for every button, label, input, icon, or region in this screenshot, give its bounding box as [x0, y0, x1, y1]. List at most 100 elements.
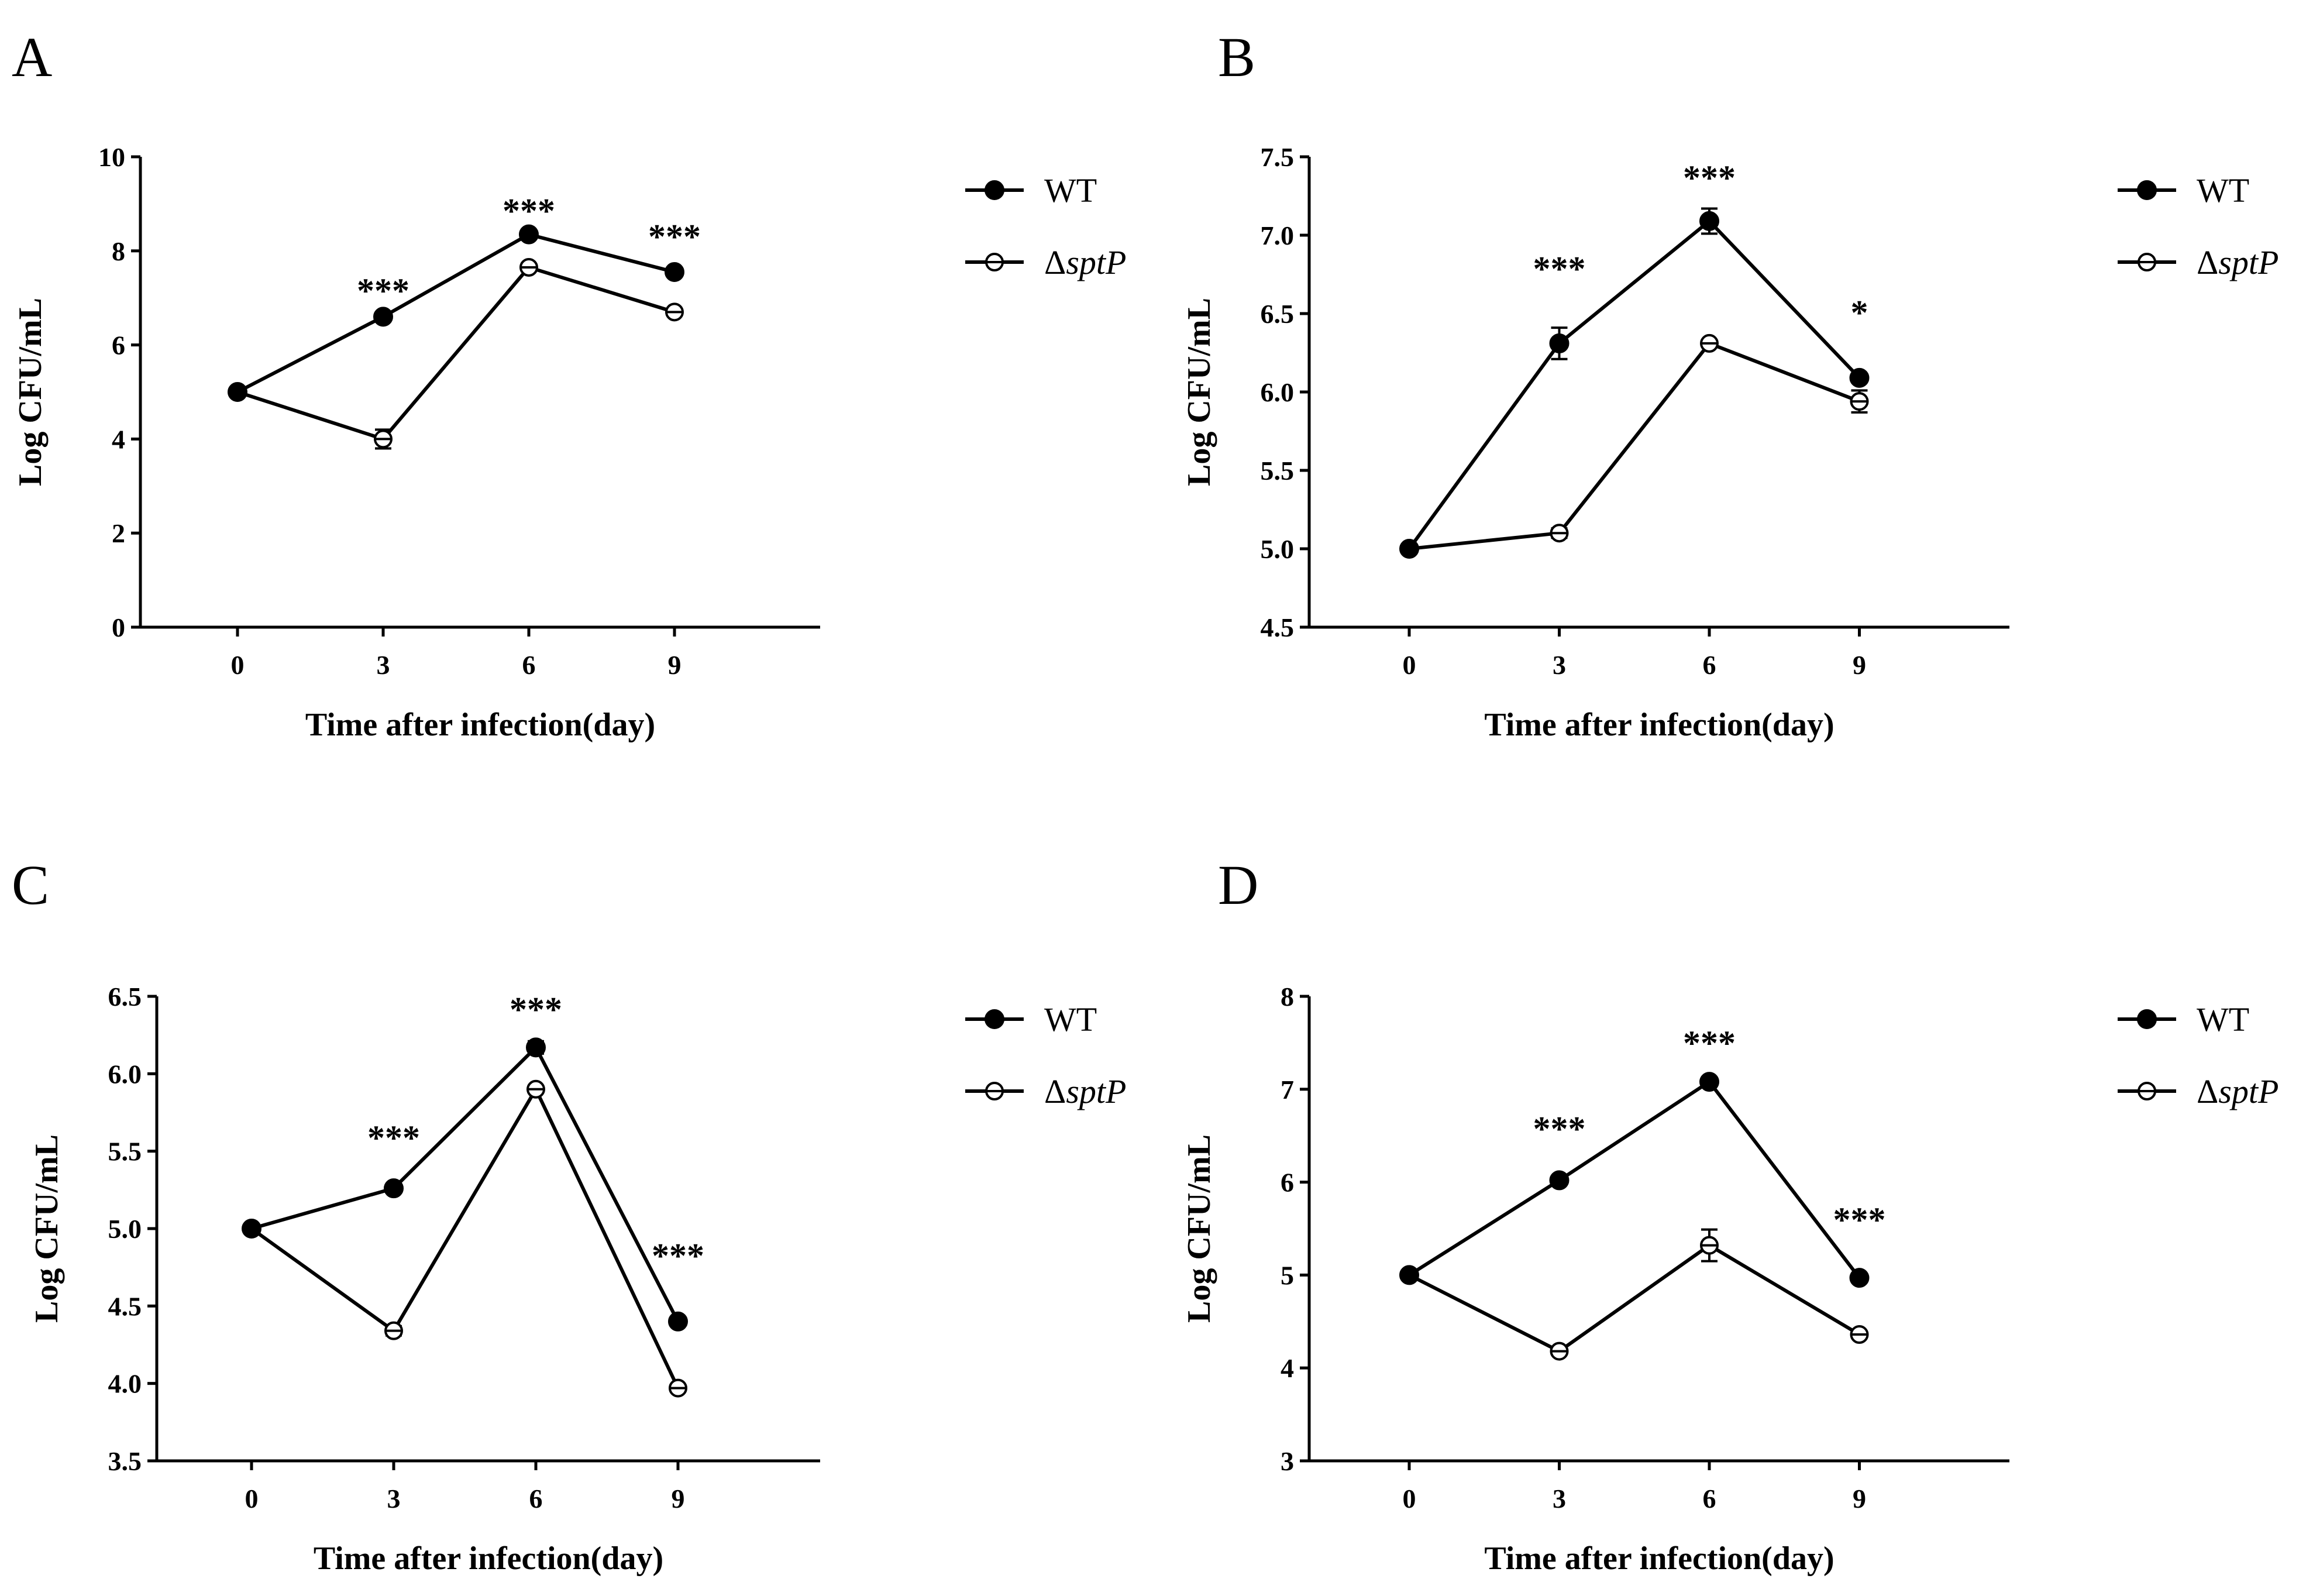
legend: WT ΔsptP — [965, 1000, 1126, 1110]
y-tick-label: 3.5 — [108, 1446, 142, 1476]
data-point — [526, 1037, 546, 1058]
legend-delta-symbol: Δ — [1044, 1072, 1066, 1110]
y-tick-label: 8 — [1281, 982, 1294, 1012]
y-tick-label: 6 — [1281, 1168, 1294, 1198]
legend: WT ΔsptP — [2118, 1000, 2279, 1110]
legend-label-wt: WT — [1044, 171, 1097, 209]
data-point — [373, 307, 393, 327]
data-point — [242, 1219, 261, 1239]
x-tick-label: 9 — [1853, 1484, 1866, 1514]
legend-label-wt: WT — [2197, 171, 2249, 209]
series-wt — [242, 1037, 688, 1332]
panel-letter: C — [12, 854, 49, 916]
y-tick-label: 5.0 — [108, 1214, 142, 1244]
x-tick-label: 6 — [529, 1484, 543, 1514]
y-tick-label: 4.0 — [108, 1369, 142, 1399]
data-point — [1549, 1170, 1570, 1191]
y-tick-label: 6.0 — [1261, 377, 1295, 407]
x-tick-label: 3 — [1553, 1484, 1566, 1514]
series-line-sptp — [250, 1085, 680, 1389]
data-point — [1399, 539, 1419, 559]
series-line-wt — [1408, 1079, 1861, 1279]
y-axis-title: Log CFU/mL — [29, 1134, 65, 1323]
y-tick-label: 7 — [1281, 1075, 1294, 1105]
y-tick-label: 6.5 — [1261, 299, 1295, 329]
y-tick-label: 4 — [112, 424, 125, 454]
legend-delta-symbol: Δ — [1044, 243, 1066, 281]
y-tick-label: 6 — [112, 331, 125, 360]
data-point — [1849, 367, 1870, 388]
y-tick-label: 0 — [112, 613, 125, 642]
series-line-sptp — [1408, 1243, 1861, 1354]
significance-label: *** — [1683, 159, 1736, 197]
y-tick-label: 4.5 — [1261, 613, 1295, 642]
series-wt — [1399, 207, 1870, 559]
series-sptp — [228, 257, 684, 450]
significance-label: *** — [1833, 1201, 1886, 1239]
series-line-sptp — [1409, 341, 1860, 551]
significance-label: *** — [502, 191, 555, 230]
panel-letter: A — [12, 26, 52, 88]
x-axis-title: Time after infection(day) — [314, 1540, 663, 1577]
y-tick-label: 4 — [1281, 1353, 1294, 1383]
significance-label: *** — [1683, 1024, 1736, 1062]
legend: WT ΔsptP — [965, 171, 1126, 281]
series-line-wt — [236, 232, 675, 394]
panel-a: A 0 2 4 6 8 10 0 3 6 9 Time after infection(day) Log… — [12, 26, 1126, 743]
y-tick-label: 5.5 — [1261, 456, 1295, 486]
data-point — [1399, 1265, 1419, 1285]
data-point — [1549, 333, 1570, 353]
data-point — [668, 1311, 688, 1332]
y-tick-label: 5.0 — [1261, 534, 1295, 564]
series-line-wt — [1407, 218, 1861, 550]
y-tick-label: 5.5 — [108, 1137, 142, 1167]
panel-b: B 4.5 5.0 5.5 6.0 6.5 7.0 7.5 0 3 6 9 Time after inf… — [1181, 26, 2279, 743]
data-point — [1849, 1268, 1870, 1288]
x-tick-label: 6 — [1703, 1484, 1716, 1514]
significance-label: *** — [1533, 250, 1586, 288]
x-tick-label: 6 — [522, 650, 536, 680]
y-axis-title: Log CFU/mL — [1181, 1134, 1217, 1323]
panel-letter: D — [1218, 854, 1258, 916]
legend-label-sptp: ΔsptP — [2197, 243, 2279, 281]
y-tick-label: 6.0 — [108, 1059, 142, 1089]
series-wt — [1399, 1072, 1870, 1288]
legend-marker — [985, 1009, 1004, 1029]
x-tick-label: 3 — [377, 650, 390, 680]
series-sptp — [242, 1079, 687, 1398]
x-axis-title: Time after infection(day) — [1484, 1540, 1834, 1577]
legend-label-sptp: ΔsptP — [1044, 1072, 1126, 1110]
significance-label: *** — [367, 1119, 420, 1157]
significance-label: *** — [652, 1236, 704, 1275]
x-tick-label: 3 — [1553, 650, 1566, 680]
legend-label-sptp: ΔsptP — [2197, 1072, 2279, 1110]
x-tick-label: 9 — [672, 1484, 685, 1514]
legend-label-wt: WT — [2197, 1000, 2249, 1038]
legend-delta-symbol: Δ — [2197, 1072, 2218, 1110]
series-sptp — [1400, 1228, 1869, 1361]
series-sptp — [1400, 333, 1869, 558]
panel-d: D 3 4 5 6 7 8 0 3 6 9 Time after infection(day) Log … — [1181, 854, 2279, 1577]
x-axis-title: Time after infection(day) — [1484, 707, 1834, 743]
data-point — [384, 1178, 404, 1199]
panel-c: C 3.5 4.0 4.5 5.0 5.5 6.0 6.5 0 3 6 9 Time after inf… — [12, 854, 1126, 1577]
legend-gene-name: sptP — [2218, 243, 2279, 281]
x-tick-label: 0 — [1403, 1484, 1416, 1514]
legend-label-sptp: ΔsptP — [1044, 243, 1126, 281]
significance-label: *** — [648, 218, 701, 256]
x-tick-label: 6 — [1703, 650, 1716, 680]
data-point — [228, 382, 247, 402]
legend: WT ΔsptP — [2118, 171, 2279, 281]
legend-label-wt: WT — [1044, 1000, 1097, 1038]
legend-marker — [985, 180, 1004, 200]
y-tick-label: 8 — [112, 236, 125, 266]
series-wt — [228, 224, 684, 402]
x-tick-label: 0 — [231, 650, 245, 680]
y-tick-label: 2 — [112, 518, 125, 548]
panel-letter: B — [1218, 26, 1255, 88]
legend-gene-name: sptP — [1066, 243, 1126, 281]
x-tick-label: 9 — [1853, 650, 1866, 680]
significance-label: *** — [357, 271, 409, 310]
x-tick-label: 3 — [387, 1484, 401, 1514]
